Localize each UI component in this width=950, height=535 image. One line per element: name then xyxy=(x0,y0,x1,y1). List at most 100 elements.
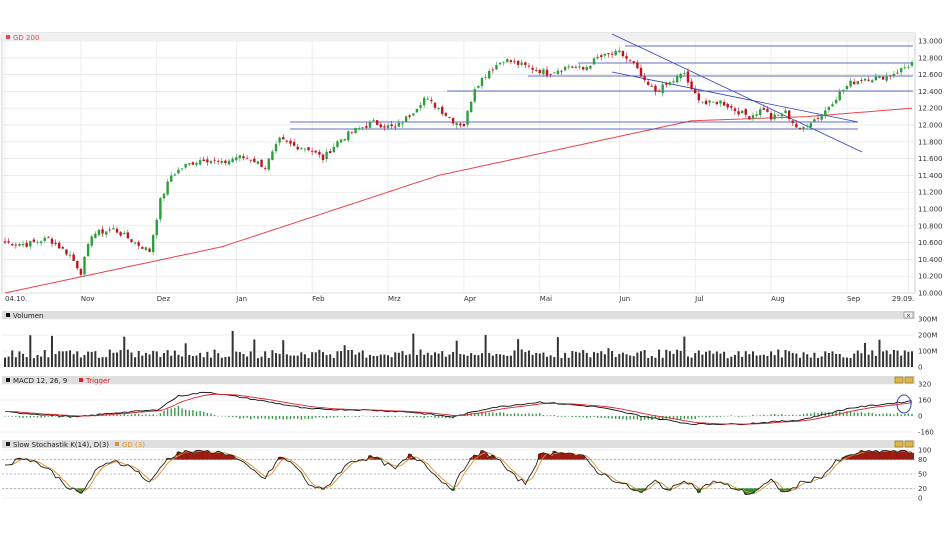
candle-body xyxy=(195,162,198,165)
macd-histogram-bar xyxy=(318,416,321,418)
candle-body xyxy=(856,81,859,85)
candle-body xyxy=(780,114,784,117)
macd-histogram-bar xyxy=(712,416,714,417)
stoch-overbought-fill xyxy=(570,453,575,460)
candle-body xyxy=(141,247,144,249)
stoch-grid xyxy=(2,449,915,499)
candle-body xyxy=(910,62,914,66)
candle-body xyxy=(166,181,169,195)
candle-body xyxy=(693,89,697,94)
volume-bar xyxy=(217,353,220,367)
candle-body xyxy=(83,256,86,275)
candle-body xyxy=(412,113,415,116)
macd-histogram-bar xyxy=(777,415,779,416)
candle-body xyxy=(202,159,205,162)
candle-body xyxy=(361,127,364,129)
candle-body xyxy=(451,118,455,124)
candle-body xyxy=(755,114,758,116)
volume-bar xyxy=(871,350,874,367)
macd-histogram-bar xyxy=(582,416,584,418)
volume-bar xyxy=(752,351,755,367)
macd-histogram-bar xyxy=(333,416,335,418)
macd-histogram-bar xyxy=(412,416,415,418)
stoch-overbought-fill xyxy=(375,457,380,460)
macd-histogram-bar xyxy=(271,416,274,419)
price-panel-frame xyxy=(1,32,916,294)
stoch-legend-bar xyxy=(2,440,915,448)
macd-histogram-bar xyxy=(130,414,133,416)
volume-bar xyxy=(593,352,596,367)
volume-bar xyxy=(838,353,841,367)
candle-body xyxy=(524,62,527,65)
volume-bar xyxy=(824,351,827,367)
macd-close-button[interactable] xyxy=(904,376,914,384)
macd-histogram-bar xyxy=(286,416,288,420)
volume-bar xyxy=(430,355,433,367)
candle-body xyxy=(394,126,397,128)
candle-body xyxy=(274,144,278,152)
price-grid xyxy=(2,40,915,294)
volume-close-button[interactable]: × xyxy=(903,311,914,320)
volume-bar xyxy=(36,354,39,367)
volume-bar xyxy=(195,355,198,367)
macd-histogram-bar xyxy=(622,416,624,420)
macd-histogram-bar xyxy=(394,416,396,418)
candle-body xyxy=(271,151,274,161)
volume-bar xyxy=(90,351,93,367)
candle-body xyxy=(769,113,773,120)
price-y-tick-label: 11.200 xyxy=(918,189,943,197)
macd-histogram-bar xyxy=(817,413,819,416)
macd-histogram-bar xyxy=(690,416,693,420)
volume-bar xyxy=(907,351,910,367)
macd-histogram-bar xyxy=(213,415,216,416)
candle-body xyxy=(657,90,661,92)
macd-histogram-bar xyxy=(58,416,60,418)
volume-bar xyxy=(155,351,158,367)
candle-body xyxy=(715,101,719,105)
volume-bar xyxy=(527,350,530,367)
macd-histogram-bar xyxy=(166,408,169,416)
candle-body xyxy=(625,56,628,59)
volume-bar xyxy=(788,351,791,367)
volume-bar xyxy=(831,351,834,367)
candle-body xyxy=(516,60,520,65)
volume-bar xyxy=(97,357,100,367)
macd-histogram-bar xyxy=(253,416,256,419)
volume-bars xyxy=(4,330,913,367)
candle-body xyxy=(889,75,892,77)
macd-histogram-bar xyxy=(300,416,303,420)
macd-histogram-bar xyxy=(499,412,501,416)
macd-histogram-bar xyxy=(535,413,537,416)
macd-histogram-bar xyxy=(419,416,422,418)
candle-body xyxy=(661,84,664,94)
volume-bar xyxy=(365,357,368,367)
volume-bar xyxy=(607,348,610,367)
candle-body xyxy=(480,78,484,86)
macd-histogram-bar xyxy=(181,408,183,416)
volume-bar xyxy=(50,335,53,367)
stoch-overbought-fill xyxy=(209,453,213,460)
volume-bar xyxy=(683,336,686,367)
volume-bar xyxy=(267,357,270,367)
candle-body xyxy=(253,158,256,163)
macd-histogram-bar xyxy=(633,416,635,420)
macd-histogram-bar xyxy=(170,408,172,416)
candle-body xyxy=(675,76,679,83)
macd-histogram-bar xyxy=(701,416,704,417)
volume-bar xyxy=(434,352,437,367)
stoch-settings-button[interactable] xyxy=(894,440,904,448)
volume-bar xyxy=(509,355,512,367)
price-x-tick-label: Jul xyxy=(694,295,704,303)
macd-histogram-bar xyxy=(138,414,140,416)
macd-settings-button[interactable] xyxy=(894,376,904,384)
macd-histogram-bar xyxy=(307,416,310,419)
candle-body xyxy=(903,67,906,69)
candle-body xyxy=(581,67,585,70)
candle-body xyxy=(773,114,776,120)
macd-y-tick-label: 160 xyxy=(918,397,931,405)
stoch-close-button[interactable] xyxy=(904,440,914,448)
macd-histogram-bar xyxy=(484,412,487,416)
candle-body xyxy=(72,254,75,261)
volume-bar xyxy=(737,351,740,367)
